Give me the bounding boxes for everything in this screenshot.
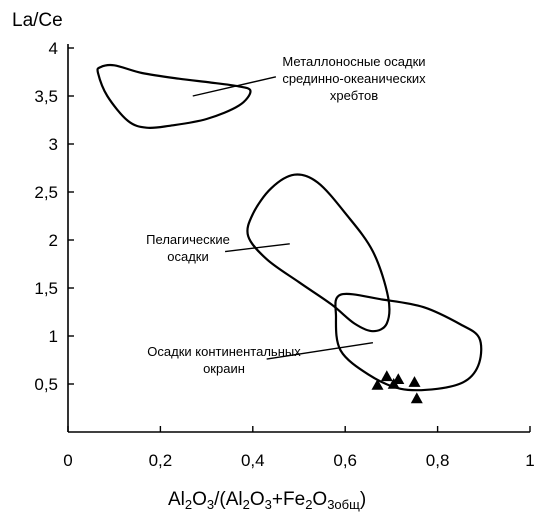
data-point xyxy=(392,373,405,384)
data-point xyxy=(410,392,423,404)
y-tick-label: 1,5 xyxy=(34,279,58,298)
axis-labels: La/Ce Al2O3/(Al2O3+Fe2O3общ) xyxy=(12,10,366,512)
region-leader-continental-margin xyxy=(266,342,374,360)
y-tick-label: 3,5 xyxy=(34,87,58,106)
y-tick-label: 3 xyxy=(49,135,58,154)
data-points xyxy=(371,370,423,404)
x-tick-label: 0 xyxy=(63,451,72,470)
region-label-continental-margin: Осадки континентальных окраин xyxy=(147,344,301,376)
region-label-pelagic: Пелагические осадки xyxy=(146,232,230,264)
data-point xyxy=(408,376,421,387)
x-tick-label: 0,6 xyxy=(333,451,357,470)
y-tick-label: 4 xyxy=(49,39,58,58)
x-tick-label: 0,2 xyxy=(149,451,173,470)
x-tick-label: 1 xyxy=(525,451,534,470)
y-tick-label: 2 xyxy=(49,231,58,250)
region-outline-continental-margin xyxy=(334,292,483,392)
y-tick-label: 1 xyxy=(49,327,58,346)
x-tick-label: 0,8 xyxy=(426,451,450,470)
region-label-metalliferous: Металлоносные осадки срединно-океанически… xyxy=(282,54,426,103)
regions: Металлоносные осадки срединно-океанически… xyxy=(96,54,483,392)
axes: 0,5 1 1,5 2 2,5 3 3,5 4 0 0,2 0,4 0,6 0,8 1 xyxy=(34,39,534,470)
y-tick-label: 2,5 xyxy=(34,183,58,202)
y-axis-label: La/Ce xyxy=(12,10,63,31)
y-tick-label: 0,5 xyxy=(34,375,58,394)
region-outline-metalliferous xyxy=(96,63,252,130)
x-axis-label: Al2O3/(Al2O3+Fe2O3общ) xyxy=(168,489,366,512)
region-leader-pelagic xyxy=(224,243,290,253)
region-leader-metalliferous xyxy=(192,76,277,97)
region-outline-pelagic xyxy=(246,173,391,333)
data-point xyxy=(371,379,384,390)
data-point xyxy=(380,370,393,382)
x-tick-label: 0,4 xyxy=(241,451,265,470)
